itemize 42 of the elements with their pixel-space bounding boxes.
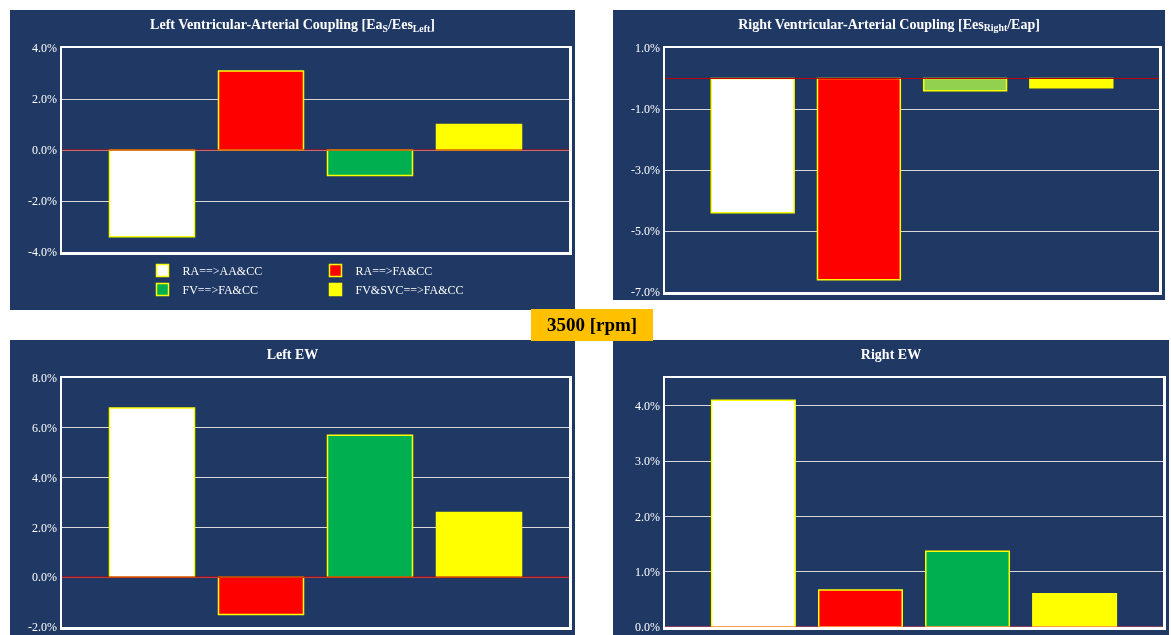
y-tick-label: 4.0%	[32, 470, 58, 485]
bar	[925, 550, 1011, 627]
y-tick-label: 3.0%	[635, 454, 661, 469]
y-tick-label: 2.0%	[635, 509, 661, 524]
bar	[217, 576, 305, 616]
bar	[435, 511, 523, 578]
bar	[1032, 593, 1118, 627]
chart-title: Left EW	[266, 346, 319, 362]
y-tick-label: -2.0%	[28, 620, 58, 635]
y-tick-label: -7.0%	[631, 285, 661, 300]
y-tick-label: 1.0%	[635, 41, 661, 56]
chart-title: Left Ventricular-Arterial Coupling [Ea$_{S}$/Ees$_{Left}$]	[150, 16, 435, 34]
bar	[108, 149, 196, 238]
y-tick-label: -2.0%	[28, 194, 58, 209]
legend-label: RA==>AA&CC	[182, 264, 263, 279]
bar	[326, 434, 414, 578]
y-tick-label: 0.0%	[32, 143, 58, 158]
y-tick-label: 2.0%	[32, 92, 58, 107]
y-tick-label: 8.0%	[32, 371, 58, 386]
text: 3500 [rpm]	[531, 309, 653, 341]
chart-title: Right EW	[860, 346, 922, 362]
bar	[217, 70, 305, 151]
bar	[435, 123, 523, 151]
legend-label: RA==>FA&CC	[355, 264, 433, 279]
y-tick-label: 6.0%	[32, 421, 58, 435]
bar	[108, 407, 196, 578]
y-tick-label: -4.0%	[28, 245, 58, 260]
y-tick-label: 0.0%	[32, 570, 58, 585]
legend-label: FV&SVC==>FA&CC	[355, 283, 464, 298]
legend-label: FV==>FA&CC	[182, 283, 258, 298]
y-tick-label: 1.0%	[635, 564, 661, 579]
y-tick-label: -1.0%	[631, 102, 661, 117]
bar	[326, 149, 414, 177]
chart-title: Right Ventricular-Arterial Coupling [Ees$_{Right}$/Eap]	[738, 16, 1040, 34]
y-tick-label: -5.0%	[631, 224, 661, 239]
y-tick-label: -3.0%	[631, 163, 661, 178]
bar	[817, 589, 903, 627]
bar	[710, 399, 796, 627]
y-tick-label: 2.0%	[32, 520, 58, 535]
y-tick-label: 0.0%	[635, 620, 661, 635]
y-tick-label: 4.0%	[635, 398, 661, 413]
y-tick-label: 4.0%	[32, 41, 58, 56]
